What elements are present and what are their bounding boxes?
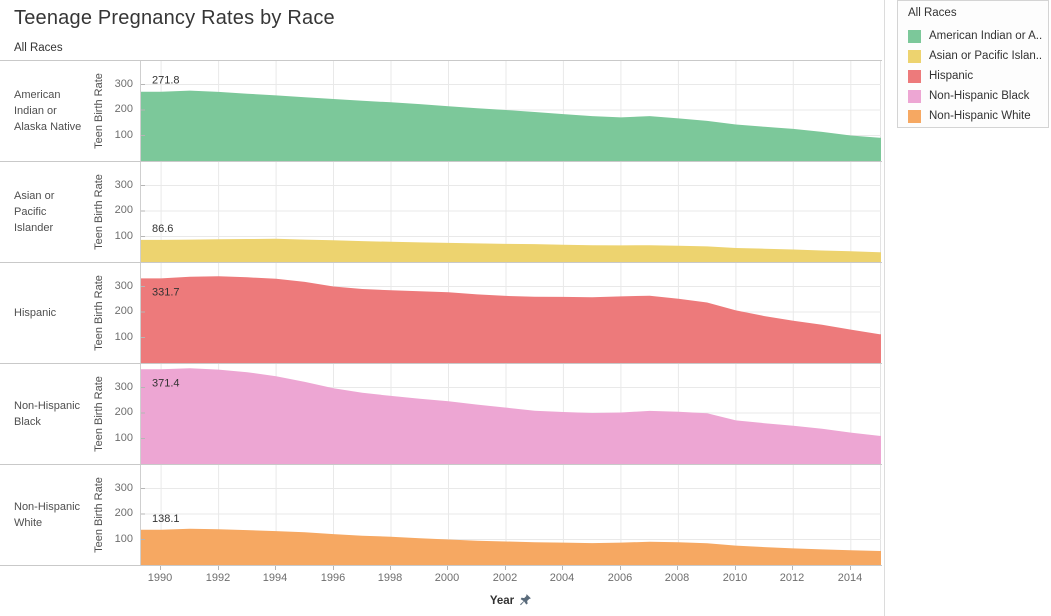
- panel-row-asian-pacific: Asian or Pacific Islander Teen Birth Rat…: [0, 162, 882, 263]
- x-tick-label: 2000: [434, 572, 460, 584]
- x-tick-mark: [620, 566, 621, 570]
- value-label: 86.6: [152, 223, 173, 235]
- panel-row-white: Non-Hispanic White Teen Birth Rate 300 2…: [0, 465, 882, 566]
- legend-item-label: Non-Hispanic Black: [929, 90, 1030, 102]
- value-label: 138.1: [152, 513, 180, 525]
- x-tick-label: 1996: [320, 572, 346, 584]
- legend-swatch-black: [908, 89, 921, 103]
- row-label-hispanic[interactable]: Hispanic: [14, 307, 57, 319]
- x-tick-mark: [390, 566, 391, 570]
- x-tick-label: 1998: [377, 572, 403, 584]
- legend-item-black[interactable]: Non-Hispanic Black: [908, 86, 1048, 106]
- panel-row-black: Non-Hispanic Black Teen Birth Rate 300 2…: [0, 364, 882, 465]
- x-tick-mark: [505, 566, 506, 570]
- panel-row-american-indian: American Indian or Alaska Native Teen Bi…: [0, 61, 882, 162]
- legend-item-label: Hispanic: [929, 70, 974, 82]
- x-axis-title-label: Year: [489, 595, 515, 607]
- pin-icon[interactable]: [519, 593, 532, 606]
- x-tick-label: 2008: [664, 572, 690, 584]
- legend-item-american-indian[interactable]: American Indian or A..: [908, 26, 1048, 46]
- value-label: 271.8: [152, 75, 180, 87]
- y-axis-title: Teen Birth Rate: [93, 477, 105, 553]
- x-tick-mark: [275, 566, 276, 570]
- legend-swatch-hispanic: [908, 69, 921, 83]
- legend-item-white[interactable]: Non-Hispanic White: [908, 106, 1048, 126]
- y-tick-label: 100: [114, 129, 133, 141]
- y-tick-label: 300: [114, 280, 133, 292]
- y-tick-label: 200: [114, 507, 133, 519]
- area-chart-panel-asian-pacific[interactable]: 86.6: [141, 162, 881, 262]
- y-tick-label: 200: [114, 305, 133, 317]
- y-axis-title: Teen Birth Rate: [93, 73, 105, 149]
- y-tick-label: 300: [114, 179, 133, 191]
- column-header-all-races: All Races: [14, 42, 63, 54]
- x-tick-label: 2014: [837, 572, 863, 584]
- small-multiples-table: American Indian or Alaska Native Teen Bi…: [0, 60, 882, 566]
- y-tick-label: 100: [114, 331, 133, 343]
- row-label-black[interactable]: Non-Hispanic Black: [14, 400, 81, 428]
- legend: All Races American Indian or A.. Asian o…: [897, 0, 1049, 128]
- row-label-asian-pacific[interactable]: Asian or Pacific Islander: [14, 190, 55, 234]
- y-tick-label: 100: [114, 432, 133, 444]
- area-chart-panel-american-indian[interactable]: 271.8: [141, 61, 881, 161]
- legend-item-label: Non-Hispanic White: [929, 110, 1031, 122]
- x-tick-label: 1992: [205, 572, 231, 584]
- x-tick-label: 2010: [722, 572, 748, 584]
- x-tick-mark: [218, 566, 219, 570]
- y-tick-label: 100: [114, 230, 133, 242]
- chart-legend-divider: [884, 0, 885, 616]
- x-tick-label: 1990: [147, 572, 173, 584]
- y-tick-label: 300: [114, 78, 133, 90]
- x-tick-mark: [447, 566, 448, 570]
- x-tick-mark: [677, 566, 678, 570]
- y-tick-label: 100: [114, 533, 133, 545]
- legend-item-label: American Indian or A..: [929, 30, 1043, 42]
- x-tick-mark: [333, 566, 334, 570]
- x-tick-mark: [792, 566, 793, 570]
- y-tick-label: 300: [114, 381, 133, 393]
- x-axis-title: Year: [140, 593, 882, 607]
- y-tick-label: 200: [114, 103, 133, 115]
- panel-row-hispanic: Hispanic Teen Birth Rate 300 200 100 331…: [0, 263, 882, 364]
- area-chart-panel-white[interactable]: 138.1: [141, 465, 881, 565]
- y-axis-title: Teen Birth Rate: [93, 174, 105, 250]
- y-tick-label: 300: [114, 482, 133, 494]
- value-label: 331.7: [152, 286, 180, 298]
- y-axis-title: Teen Birth Rate: [93, 376, 105, 452]
- x-tick-label: 2004: [549, 572, 575, 584]
- row-label-white[interactable]: Non-Hispanic White: [14, 501, 81, 529]
- row-label-american-indian[interactable]: American Indian or Alaska Native: [14, 89, 82, 133]
- legend-item-label: Asian or Pacific Islan..: [929, 50, 1043, 62]
- legend-title: All Races: [908, 7, 957, 19]
- x-tick-label: 1994: [262, 572, 288, 584]
- area-chart-panel-hispanic[interactable]: 331.7: [141, 263, 881, 363]
- x-tick-mark: [850, 566, 851, 570]
- y-tick-label: 200: [114, 204, 133, 216]
- x-tick-label: 2002: [492, 572, 518, 584]
- value-label: 371.4: [152, 377, 180, 389]
- x-tick-mark: [562, 566, 563, 570]
- x-tick-label: 2012: [779, 572, 805, 584]
- x-tick-label: 2006: [607, 572, 633, 584]
- legend-item-hispanic[interactable]: Hispanic: [908, 66, 1048, 86]
- x-axis-ticks: 1990 1992 1994 1996 1998 2000 2002 2004 2006 2008…: [0, 565, 882, 589]
- y-tick-label: 200: [114, 406, 133, 418]
- page-title: Teenage Pregnancy Rates by Race: [14, 7, 335, 29]
- area-chart-panel-black[interactable]: 371.4: [141, 364, 881, 464]
- x-tick-mark: [160, 566, 161, 570]
- x-tick-mark: [735, 566, 736, 570]
- legend-item-asian-pacific[interactable]: Asian or Pacific Islan..: [908, 46, 1048, 66]
- y-axis-title: Teen Birth Rate: [93, 275, 105, 351]
- legend-swatch-asian-pacific: [908, 49, 921, 63]
- legend-swatch-american-indian: [908, 29, 921, 43]
- legend-swatch-white: [908, 109, 921, 123]
